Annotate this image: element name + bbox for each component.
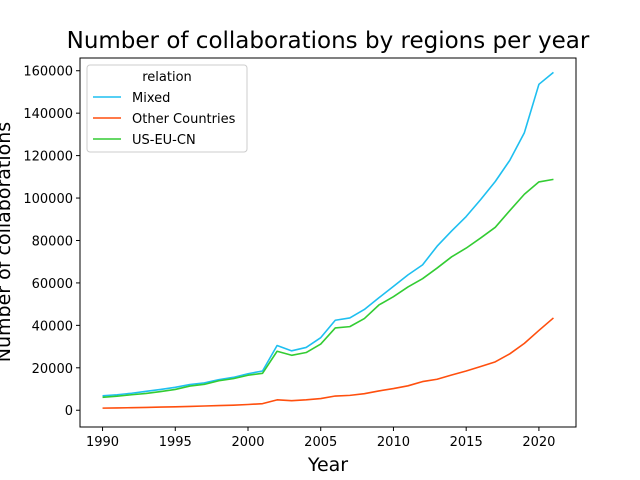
plot-area bbox=[102, 71, 554, 409]
y-tick-label: 20000 bbox=[32, 362, 73, 377]
y-tick-label: 100000 bbox=[23, 192, 73, 207]
y-tick-label: 40000 bbox=[32, 319, 73, 334]
legend-label-1: Other Countries bbox=[132, 112, 236, 127]
y-tick-label: 120000 bbox=[23, 150, 73, 165]
x-tick-label: 1990 bbox=[86, 435, 119, 450]
x-tick-label: 2020 bbox=[522, 435, 555, 450]
x-tick-label: 2005 bbox=[304, 435, 337, 450]
legend-label-0: Mixed bbox=[132, 91, 170, 106]
y-tick-label: 140000 bbox=[23, 107, 73, 122]
y-axis-title: Number of collaborations bbox=[0, 122, 15, 362]
y-tick-label: 80000 bbox=[32, 234, 73, 249]
legend-box bbox=[86, 64, 248, 153]
legend-title: relation bbox=[142, 70, 192, 85]
x-tick-label: 2010 bbox=[377, 435, 410, 450]
y-axis: 0 20000 40000 60000 80000 100000 120000 140000 1… bbox=[23, 65, 80, 419]
x-tick-label: 2000 bbox=[231, 435, 264, 450]
series-line-1 bbox=[102, 317, 554, 409]
plot-frame bbox=[79, 57, 577, 428]
x-tick-label: 2015 bbox=[450, 435, 483, 450]
y-tick-label: 0 bbox=[65, 404, 73, 419]
series-line-2 bbox=[102, 178, 554, 399]
legend-label-2: US-EU-CN bbox=[132, 133, 196, 148]
chart-title: Number of collaborations by regions per … bbox=[67, 28, 590, 54]
x-axis: 1990 1995 2000 2005 2010 2015 2020 bbox=[86, 427, 555, 450]
x-tick-label: 1995 bbox=[159, 435, 192, 450]
x-axis-title: Year bbox=[307, 454, 348, 476]
legend: relation Mixed Other Countries US-EU-CN bbox=[86, 64, 248, 153]
y-tick-label: 160000 bbox=[23, 65, 73, 80]
series-line-0 bbox=[102, 71, 554, 397]
y-tick-label: 60000 bbox=[32, 277, 73, 292]
